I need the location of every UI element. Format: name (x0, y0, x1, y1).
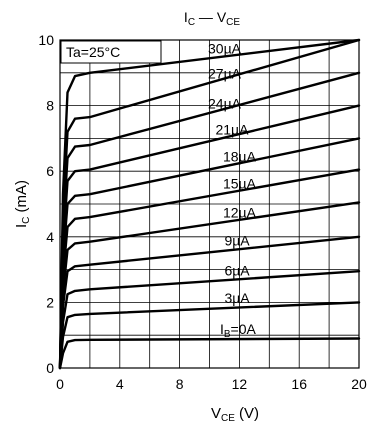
x-tick-label: 0 (56, 376, 64, 392)
curve-0 (58, 337, 361, 370)
curve-label-3: 9µA (224, 233, 250, 249)
curve-label-0: IB=0A (220, 321, 257, 340)
curve-label-main: 30µA (208, 40, 242, 56)
y-tick-label: 2 (46, 294, 54, 310)
curve-label-10: 30µA (208, 40, 242, 56)
curve-label-9: 27µA (208, 65, 242, 81)
title-main-sub: C (188, 17, 195, 28)
curve-label-main: 9µA (224, 233, 250, 249)
x-tick-label: 20 (351, 376, 367, 392)
curve-label-main: 12µA (223, 204, 257, 220)
chart-title: IC — VCE (184, 9, 240, 28)
tick-labels: 0 4 8 12 16 20 0 2 4 6 8 10 (38, 32, 367, 392)
y-axis-label-main: I (13, 224, 30, 228)
y-tick-label: 6 (46, 163, 54, 179)
x-axis-label-unit: (V) (235, 405, 259, 422)
curve-label-6: 18µA (223, 149, 257, 165)
x-tick-label: 12 (232, 376, 248, 392)
curve-label-main: 21µA (215, 122, 249, 138)
x-tick-label: 4 (116, 376, 124, 392)
series-group (58, 38, 361, 370)
x-axis-label-main: V (211, 405, 221, 422)
y-tick-label: 8 (46, 98, 54, 114)
curve-label-4: 12µA (223, 204, 257, 220)
curve-label-main: 24µA (208, 95, 242, 111)
condition-label: Ta=25°C (66, 44, 120, 60)
x-tick-label: 16 (291, 376, 307, 392)
x-axis-label-sub: CE (221, 413, 235, 424)
title-separator: — V (195, 9, 227, 25)
curve-label-main: 15µA (223, 176, 257, 192)
y-axis-label-sub: C (21, 217, 32, 224)
y-tick-label: 4 (46, 229, 54, 245)
y-tick-label: 10 (38, 32, 54, 48)
curve-label-2: 6µA (224, 262, 250, 278)
title-sep-sub: CE (226, 17, 240, 28)
curve-10 (58, 38, 361, 370)
condition-box: Ta=25°C (60, 40, 162, 64)
curve-label-main: 27µA (208, 65, 242, 81)
curve-label-7: 21µA (215, 122, 249, 138)
curve-label-rest: =0A (231, 321, 257, 337)
title-main: I (184, 9, 188, 25)
x-axis-label: VCE (V) (211, 405, 259, 424)
plot-frame (59, 39, 360, 369)
curve-label-5: 15µA (223, 176, 257, 192)
curve-labels: IB=0A 3µA 6µA 9µA 12µA 15µA 18µA 21µA 24µA 27µA 30… (208, 40, 257, 340)
curve-label-main: I (220, 321, 224, 337)
grid (60, 40, 359, 368)
condition-box-frame (60, 40, 162, 64)
y-tick-label: 0 (46, 360, 54, 376)
curve-label-8: 24µA (208, 95, 242, 111)
curve-label-1: 3µA (224, 290, 250, 306)
curve-label-main: 6µA (224, 262, 250, 278)
y-axis-label-unit: (mA) (13, 180, 30, 217)
curve-label-sub: B (224, 329, 231, 340)
x-tick-label: 8 (176, 376, 184, 392)
curve-label-main: 18µA (223, 149, 257, 165)
y-axis-label: IC (mA) (13, 180, 32, 228)
curve-label-main: 3µA (224, 290, 250, 306)
